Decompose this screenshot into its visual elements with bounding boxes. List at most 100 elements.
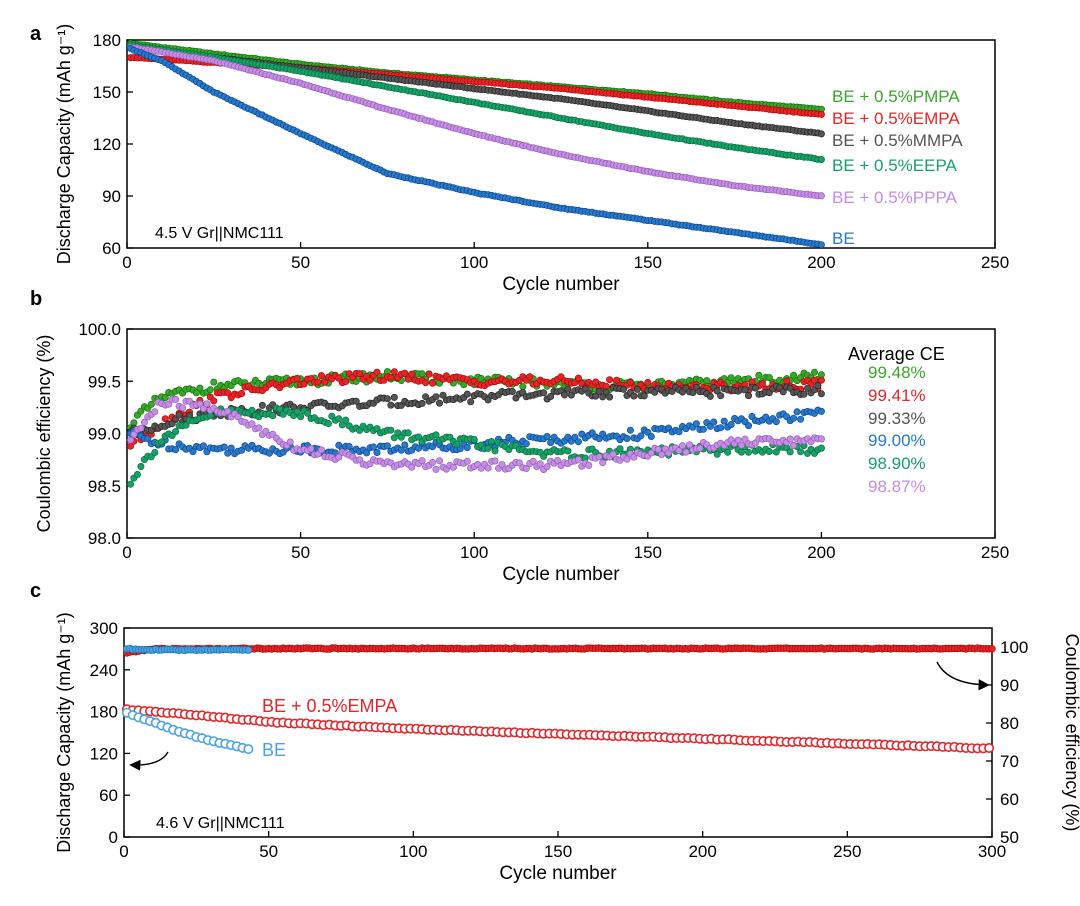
- y-right-tick-label: 90: [1000, 676, 1019, 695]
- data-point: [224, 407, 232, 415]
- data-point: [484, 464, 492, 472]
- y-tick-label: 120: [90, 744, 118, 763]
- data-point: [810, 368, 818, 376]
- data-point: [179, 404, 187, 412]
- data-point: [408, 370, 416, 378]
- data-point: [158, 438, 166, 446]
- data-point: [463, 457, 471, 465]
- average-ce-value: 98.87%: [868, 477, 926, 496]
- data-point: [720, 417, 728, 425]
- data-point: [203, 400, 211, 408]
- data-point: [137, 462, 145, 470]
- data-point: [127, 436, 135, 444]
- x-axis-label: Cycle number: [499, 863, 617, 884]
- data-point: [290, 403, 298, 411]
- data-point: [689, 388, 697, 396]
- data-point: [623, 455, 631, 463]
- data-point: [373, 448, 381, 456]
- data-point: [599, 459, 607, 467]
- data-point: [786, 448, 794, 456]
- data-point: [356, 370, 364, 378]
- x-tick-label: 200: [807, 543, 835, 562]
- data-point: [165, 400, 173, 408]
- data-point: [817, 407, 825, 415]
- data-point: [401, 369, 409, 377]
- data-point: [175, 411, 183, 419]
- data-point: [675, 428, 683, 436]
- data-point: [397, 446, 405, 454]
- data-point: [613, 376, 621, 384]
- data-point: [592, 378, 600, 386]
- data-point: [196, 384, 204, 392]
- panel-label: c: [30, 580, 41, 602]
- data-point: [592, 392, 600, 400]
- data-point: [675, 447, 683, 455]
- data-point: [529, 457, 537, 465]
- data-point: [248, 406, 256, 414]
- data-point: [401, 441, 409, 449]
- data-point: [765, 447, 773, 455]
- data-point: [817, 130, 825, 138]
- data-point: [144, 435, 152, 443]
- data-point: [383, 442, 391, 450]
- x-tick-label: 100: [460, 253, 488, 272]
- y-tick-label: 180: [90, 703, 118, 722]
- data-point: [432, 465, 440, 473]
- x-tick-label: 150: [544, 842, 572, 861]
- panel-label: a: [30, 23, 42, 45]
- data-point: [182, 421, 190, 429]
- data-point: [797, 415, 805, 423]
- data-point: [814, 382, 822, 390]
- data-point: [574, 438, 582, 446]
- series-be: [127, 44, 825, 249]
- y-axis-label: Discharge Capacity (mAh g⁻¹): [54, 24, 74, 265]
- x-tick-label: 150: [634, 543, 662, 562]
- data-point: [644, 378, 652, 386]
- data-point: [817, 435, 825, 443]
- data-point: [637, 432, 645, 440]
- y-tick-label: 240: [90, 661, 118, 680]
- data-point: [151, 448, 159, 456]
- data-point: [335, 453, 343, 461]
- data-point: [717, 424, 725, 432]
- y-right-axis-label: Coulombic efficiency (%): [1062, 634, 1080, 832]
- data-point: [817, 156, 825, 164]
- data-point: [127, 480, 135, 488]
- panel-b: 0 50 100 150 200 250 98.0 98.5 99.0 99.5 100.0 Cycl…: [30, 288, 1009, 585]
- x-tick-label: 250: [981, 253, 1009, 272]
- y-tick-label: 60: [99, 786, 118, 805]
- data-point: [491, 447, 499, 455]
- arrow-to-left-axis: [129, 751, 169, 771]
- data-point: [415, 444, 423, 452]
- average-ce-value: 99.48%: [868, 363, 926, 382]
- average-ce-value: 98.90%: [868, 454, 926, 473]
- data-point: [345, 442, 353, 450]
- x-tick-label: 0: [122, 543, 131, 562]
- data-point: [161, 394, 169, 402]
- data-point: [630, 392, 638, 400]
- x-tick-label: 200: [807, 253, 835, 272]
- data-point: [724, 448, 732, 456]
- data-point: [988, 645, 996, 653]
- data-point: [258, 401, 266, 409]
- data-point: [772, 448, 780, 456]
- data-point: [744, 448, 752, 456]
- data-point: [366, 376, 374, 384]
- data-point: [387, 401, 395, 409]
- data-point: [727, 374, 735, 382]
- data-point: [522, 440, 530, 448]
- data-point: [297, 413, 305, 421]
- data-point: [276, 405, 284, 413]
- y-tick-label: 180: [93, 31, 121, 50]
- panel-label: b: [30, 288, 42, 310]
- data-point: [623, 434, 631, 442]
- x-axis-label: Cycle number: [502, 564, 620, 585]
- data-point: [199, 442, 207, 450]
- data-point: [727, 421, 735, 429]
- data-point: [574, 374, 582, 382]
- data-point: [418, 399, 426, 407]
- data-point: [585, 461, 593, 469]
- average-ce-value: 99.41%: [868, 386, 926, 405]
- data-point: [172, 446, 180, 454]
